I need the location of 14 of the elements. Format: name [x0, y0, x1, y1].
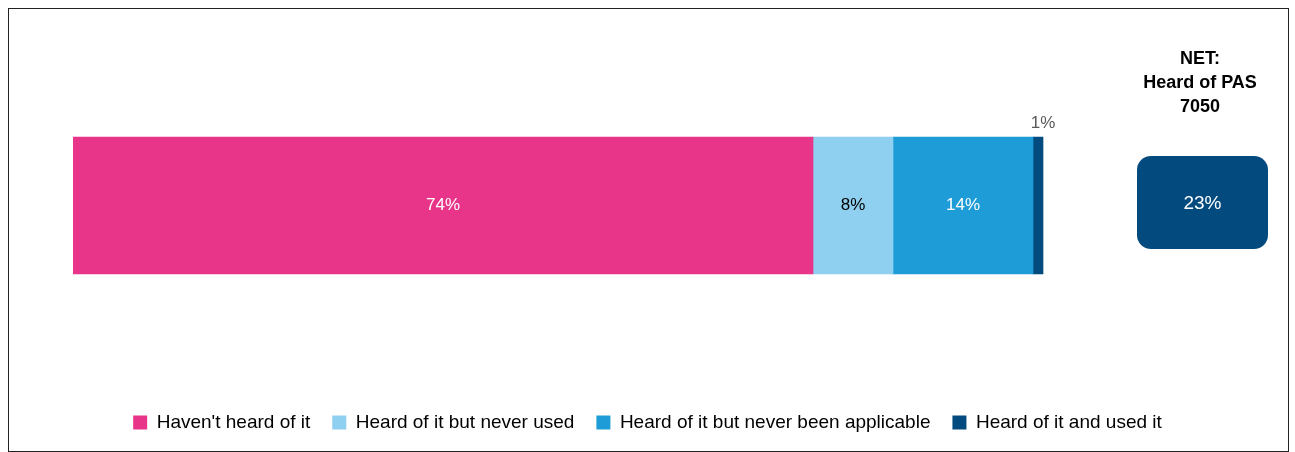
legend-label: Heard of it but never been applicable	[619, 410, 931, 432]
legend-label: Haven't heard of it	[156, 410, 311, 432]
bar	[73, 136, 814, 275]
data-label: 8%	[840, 195, 866, 215]
bar	[1032, 136, 1044, 275]
bar	[812, 136, 894, 275]
text: 23%	[1137, 156, 1268, 249]
data-label: 14%	[945, 195, 981, 215]
data-label: 1%	[1030, 112, 1056, 132]
legend-label: Heard of it and used it	[975, 410, 1163, 432]
text: NET: Heard of PAS 7050	[1142, 47, 1258, 118]
bar	[892, 136, 1034, 275]
legend-label: Heard of it but never used	[355, 410, 575, 432]
data-label: 74%	[425, 195, 461, 215]
